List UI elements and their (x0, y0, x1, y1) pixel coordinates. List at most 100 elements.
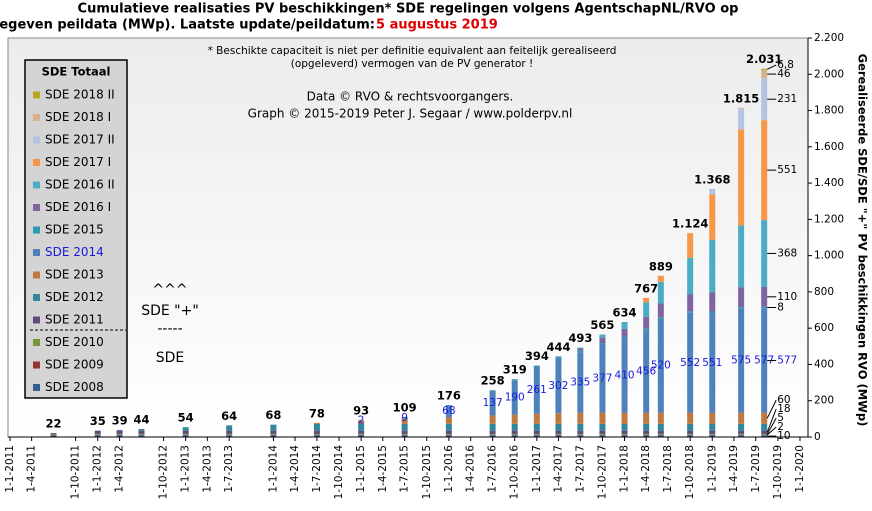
bar-segment (577, 352, 584, 413)
bar-segment (599, 412, 606, 424)
bar-segment (643, 412, 650, 424)
legend-swatch (33, 226, 40, 234)
bar-segment (555, 356, 562, 358)
total-label: 35 (90, 414, 106, 428)
end-label-leader (766, 417, 777, 435)
bar-segment (761, 69, 768, 79)
note: Data © RVO & rechtsvoorgangers. (307, 90, 514, 104)
bar-segment (657, 303, 664, 318)
end-label: 5 (777, 412, 784, 424)
bar-segment (358, 423, 365, 431)
bar-segment (738, 435, 745, 437)
bar-segment (270, 424, 277, 431)
total-label: 319 (503, 363, 527, 377)
bar-label: 190 (505, 391, 525, 403)
bar-segment (533, 366, 540, 414)
x-tick-label: 1-7-2014 (311, 445, 323, 493)
bar-segment (738, 308, 745, 413)
bar-segment (313, 423, 320, 431)
y-tick-label: 1.400 (814, 177, 844, 189)
bar-segment (621, 435, 628, 437)
legend-label: SDE 2013 (45, 268, 104, 282)
bar-segment (577, 430, 584, 434)
y-tick-label: 800 (814, 286, 834, 298)
bar-segment (50, 435, 57, 437)
end-label-leader (766, 399, 777, 419)
bar-segment (738, 307, 745, 309)
x-tick-label: 1-4-2017 (552, 445, 564, 493)
x-tick-label: 1-10-2019 (772, 445, 784, 499)
total-label: 565 (590, 318, 614, 332)
bar-segment (94, 435, 101, 437)
bar-segment (533, 435, 540, 437)
bar-segment (489, 430, 496, 434)
bar-segment (599, 337, 606, 344)
x-tick-label: 1-1-2013 (180, 445, 192, 493)
y-tick-label: 600 (814, 322, 834, 334)
bar-segment (599, 344, 606, 413)
end-label: 577 (777, 355, 797, 367)
bar-segment (50, 433, 57, 434)
bar-segment (138, 430, 145, 434)
bar-segment (657, 423, 664, 431)
end-label-leader (766, 426, 777, 436)
bar-segment (489, 390, 496, 416)
bar-segment (445, 423, 452, 431)
bar-segment (358, 433, 365, 435)
legend-label: SDE 2016 I (45, 200, 111, 214)
bar-segment (687, 312, 694, 413)
bar-segment (445, 405, 452, 418)
x-tick-label: 1-7-2017 (574, 445, 586, 493)
bar-segment (555, 358, 562, 414)
bar-segment (621, 338, 628, 413)
end-label-leader (766, 64, 777, 70)
y-tick-label: 1.600 (814, 141, 844, 153)
x-tick-label: 1-4-2014 (289, 445, 301, 493)
bar-segment (761, 220, 768, 287)
bar-segment (621, 328, 628, 338)
x-tick-label: 1-1-2020 (794, 445, 806, 493)
bar-segment (599, 343, 606, 345)
y-tick-label: 200 (814, 395, 834, 407)
legend-note: SDE (156, 350, 185, 366)
bar-segment (687, 294, 694, 312)
x-tick-label: 1-7-2016 (487, 445, 499, 493)
note: * Beschikte capaciteit is niet per defin… (208, 45, 617, 57)
bar-segment (489, 390, 496, 391)
legend-label: SDE 2016 II (45, 178, 115, 192)
bar-segment (270, 435, 277, 437)
bar-segment (621, 337, 628, 339)
bar-label: 575 (731, 355, 751, 367)
total-label: 68 (265, 408, 281, 422)
bar-segment (687, 433, 694, 435)
legend-label: SDE 2009 (45, 358, 104, 372)
bar-segment (533, 433, 540, 435)
bar-segment (761, 68, 768, 70)
end-label-leader (766, 408, 777, 433)
legend-label: SDE 2014 (45, 245, 104, 259)
y-tick-label: 1.200 (814, 213, 844, 225)
bar-segment (226, 433, 233, 435)
bar-segment (643, 328, 650, 331)
bar-segment (621, 430, 628, 434)
legend-swatch (33, 114, 40, 121)
x-tick-label: 1-10-2014 (333, 445, 345, 500)
bar-segment (401, 430, 408, 434)
chart-title: aangegeven peildata (MWp). Laatste updat… (0, 18, 375, 33)
total-label: 1.815 (723, 91, 759, 105)
legend (24, 59, 128, 399)
bar-segment (761, 78, 768, 121)
end-label: 551 (777, 164, 797, 176)
legend-label: SDE 2015 (45, 223, 104, 237)
legend-swatch (33, 204, 40, 211)
bar-segment (511, 430, 518, 434)
x-tick-label: 1-7-2013 (223, 445, 235, 493)
y-tick-label: 1.800 (814, 105, 844, 117)
plot-area (7, 37, 809, 438)
bar-label: 456 (636, 366, 656, 378)
bar-label: 302 (548, 380, 568, 392)
total-label: 54 (178, 411, 194, 425)
bar-segment (761, 412, 768, 424)
total-label: 44 (133, 413, 149, 427)
bar-segment (761, 435, 768, 437)
